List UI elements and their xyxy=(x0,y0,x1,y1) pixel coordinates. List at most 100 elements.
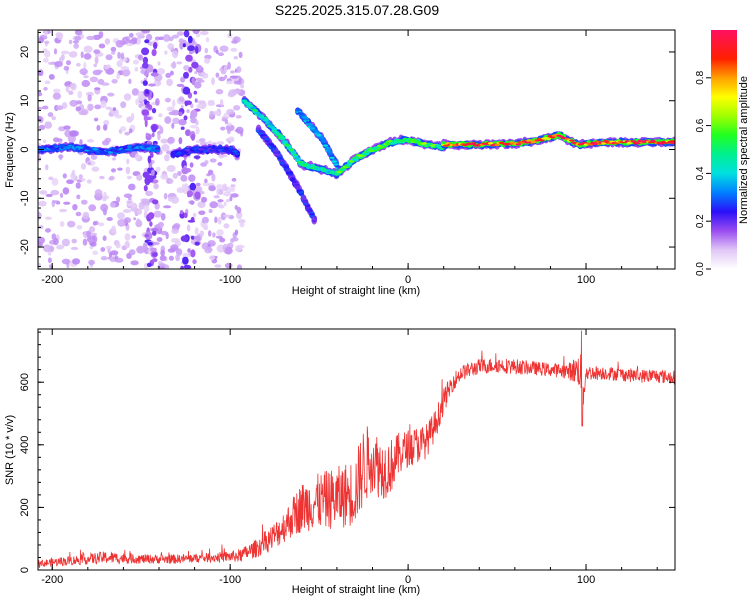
spectrogram-noise-cell xyxy=(100,82,110,86)
spectrogram-noise-cell xyxy=(38,211,42,220)
spectrogram-noise-cell xyxy=(209,110,214,118)
spectrogram-noise-cell xyxy=(209,201,218,209)
spectrogram-ridge-cell xyxy=(228,148,234,151)
spectrogram-noise-cell xyxy=(199,30,209,36)
spectrogram-noise-cell xyxy=(38,69,44,77)
spectrogram-noise-cell xyxy=(71,238,77,244)
colorbar-tick-label: 0.4 xyxy=(695,166,706,180)
spectrogram-noise-cell xyxy=(131,88,139,96)
spectrogram-ridge-cell xyxy=(331,160,337,163)
spectrogram-noise-cell xyxy=(183,212,188,219)
spectrogram-noise-cell xyxy=(93,49,101,54)
spectrogram-noise-cell xyxy=(120,126,127,132)
spectrogram-ridge-cell xyxy=(268,143,275,146)
spectrogram-noise-cell xyxy=(153,183,159,190)
spectrogram-noise-cell xyxy=(176,31,185,36)
spectrogram-noise-cell xyxy=(98,43,106,49)
spectrogram-noise-cell xyxy=(132,59,140,65)
spectrogram-ridge-cell xyxy=(273,131,280,134)
spectrogram-noise-cell xyxy=(76,194,81,200)
spectrogram-noise-cell xyxy=(185,129,191,137)
spectrogram-noise-cell xyxy=(43,139,47,143)
colorbar-tick-label: 0.6 xyxy=(695,118,706,132)
spectrogram-ridge-cell xyxy=(304,205,311,207)
spectrogram-noise-cell xyxy=(151,169,155,176)
spectrogram-noise-cell xyxy=(184,100,188,107)
spectrogram-noise-cell xyxy=(81,199,88,205)
spectrogram-noise-cell xyxy=(86,35,95,41)
spectrogram-noise-cell xyxy=(178,119,187,126)
spectrogram-noise-cell xyxy=(240,84,245,89)
spectrogram-noise-cell xyxy=(73,43,79,49)
spectrogram-noise-cell xyxy=(70,246,79,251)
spectrogram-noise-cell xyxy=(235,245,242,252)
spectrogram-noise-cell xyxy=(128,128,133,134)
snr-x-tick-label: -200 xyxy=(41,574,63,586)
spectrogram-noise-cell xyxy=(172,172,178,179)
spectrogram-noise-cell xyxy=(45,193,53,198)
spectrogram-noise-cell xyxy=(55,105,64,111)
spectrogram-noise-cell xyxy=(145,89,150,95)
spectrogram-noise-cell xyxy=(164,264,170,269)
spectrogram-noise-cell xyxy=(75,211,82,217)
spectrogram-noise-cell xyxy=(61,238,70,247)
spectrogram-noise-cell xyxy=(151,258,158,263)
spectrogram-noise-cell xyxy=(38,106,43,110)
spectrogram-ridge-cell xyxy=(103,151,110,155)
spectrogram-noise-cell xyxy=(187,35,193,44)
spectrogram-noise-cell xyxy=(45,164,49,171)
spectrogram-noise-cell xyxy=(163,192,168,200)
spectrogram-noise-cell xyxy=(234,205,238,210)
spectrogram-noise-cell xyxy=(182,43,186,48)
spectrogram-noise-cell xyxy=(238,51,243,59)
spectrogram-noise-cell xyxy=(117,212,125,220)
spectrogram-noise-cell xyxy=(48,176,54,181)
spectrogram-noise-cell xyxy=(103,191,107,199)
spectrogram-noise-cell xyxy=(215,49,219,55)
spectrogram-ridge-cell xyxy=(314,167,320,170)
spectrogram-noise-cell xyxy=(63,201,71,205)
spectrogram-noise-cell xyxy=(187,45,196,52)
spectrogram-ridge-descending-track-2 xyxy=(255,124,318,225)
spectrogram-noise-cell xyxy=(124,233,131,241)
spectrogram-noise-cell xyxy=(171,228,179,235)
spectrogram-noise-cell xyxy=(176,83,185,87)
spectrogram-ridge-cell xyxy=(294,183,300,187)
spectrogram-noise-cell xyxy=(59,154,63,161)
snr-y-tick-label: 200 xyxy=(19,498,31,516)
spectrogram-noise-cell xyxy=(67,220,76,228)
spectrogram-noise-cell xyxy=(211,77,215,86)
colorbar-label: Normalized spectral amplitude xyxy=(738,76,750,224)
spectrogram-ridge-cell xyxy=(296,189,303,192)
spectrogram-noise-cell xyxy=(47,257,52,264)
spectrogram-noise-cell xyxy=(128,78,132,85)
spectrogram-noise-cell xyxy=(198,210,206,216)
spectrogram-ridge-cell xyxy=(86,148,92,150)
spectrogram-noise-cell xyxy=(60,50,70,55)
spectrogram-ridge-cell xyxy=(626,141,633,145)
spectrogram-noise-cell xyxy=(190,200,195,205)
spectrogram-noise-cell xyxy=(130,260,139,266)
spectrogram-noise-cell xyxy=(180,126,185,130)
spectrogram-noise-cell xyxy=(233,80,242,85)
spectrogram-noise-cell xyxy=(226,108,235,115)
spectrogram-noise-cell xyxy=(193,81,202,89)
spectrogram-noise-cell xyxy=(109,175,115,181)
spectrogram-noise-cell xyxy=(176,187,185,194)
spectrogram-ridge-cell xyxy=(305,121,312,124)
spectrogram-noise-cell xyxy=(145,132,149,137)
spectrogram-noise-cell xyxy=(141,109,150,116)
spectrogram-noise-cell xyxy=(104,65,110,70)
spectrogram-noise-cell xyxy=(75,106,82,112)
spectrogram-noise-cell xyxy=(219,45,229,52)
spectrogram-noise-cell xyxy=(147,241,153,246)
spectrogram-ridge-cell xyxy=(316,133,322,137)
spectrogram-noise-cell xyxy=(142,242,148,250)
spectrogram-noise-cell xyxy=(66,179,74,184)
spectrogram-noise-cell xyxy=(68,90,74,96)
spectrogram-noise-cell xyxy=(205,37,210,43)
spectrogram-noise-cell xyxy=(178,137,183,145)
spectrogram-noise-cell xyxy=(212,232,216,238)
spectrogram-noise-cell xyxy=(192,259,197,265)
